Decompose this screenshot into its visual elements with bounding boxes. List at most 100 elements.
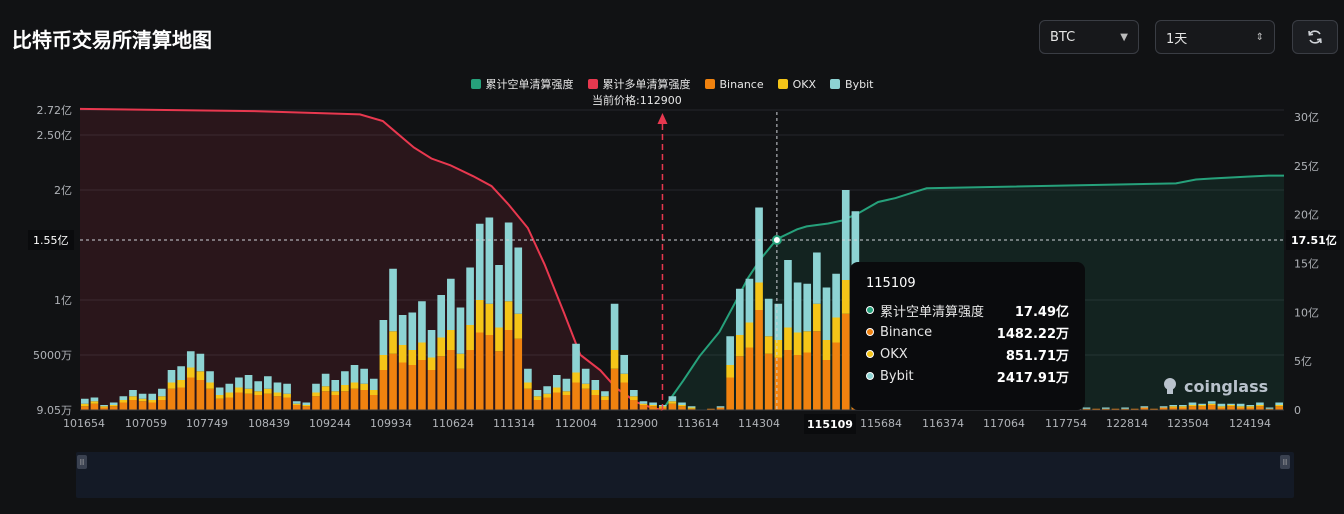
liquidation-bar-bybit: [620, 355, 629, 374]
liquidation-bar-bybit: [398, 315, 407, 345]
liquidation-bar-bybit: [764, 298, 773, 337]
liquidation-bar-okx: [206, 382, 214, 389]
right-tick-label: 10亿: [1294, 306, 1319, 319]
liquidation-bar-bybit: [514, 247, 523, 314]
right-tick-label: 20亿: [1294, 209, 1319, 222]
liquidation-bar-okx: [254, 391, 263, 395]
liquidation-bar-bybit: [167, 370, 176, 383]
liquidation-bar-bybit: [1265, 407, 1274, 409]
liquidation-bar-bybit: [851, 211, 860, 294]
liquidation-bar-bybit: [148, 393, 157, 400]
liquidation-bar-bybit: [369, 378, 378, 390]
liquidation-bar-okx: [735, 335, 744, 357]
liquidation-bar-okx: [1198, 405, 1206, 407]
tooltip-row: Binance 1482.22万: [866, 321, 1069, 343]
period-select[interactable]: 1天 ⇕: [1155, 20, 1275, 54]
liquidation-bar-okx: [562, 391, 571, 395]
range-slider[interactable]: [76, 452, 1294, 498]
liquidation-bar-binance: [1179, 407, 1187, 410]
liquidation-bar-binance: [581, 388, 590, 410]
tooltip-row-value: 851.71万: [1005, 348, 1069, 364]
liquidation-bar-okx: [408, 350, 417, 365]
x-tick-label: 114304: [738, 417, 780, 430]
liquidation-bar-bybit: [716, 406, 725, 408]
crosshair-left-box: [28, 230, 74, 250]
left-tick-label: 5000万: [33, 349, 72, 362]
liquidation-bar-bybit: [1227, 403, 1235, 405]
legend-item[interactable]: Binance: [704, 76, 764, 92]
liquidation-bar-binance: [292, 405, 301, 410]
liquidation-bar-okx: [1256, 405, 1264, 407]
liquidation-bar-binance: [735, 356, 744, 410]
tooltip-dot: [866, 350, 874, 358]
liquidation-bar-okx: [138, 398, 147, 402]
refresh-button[interactable]: [1292, 20, 1338, 54]
liquidation-bar-bybit: [610, 303, 619, 350]
liquidation-bar-binance: [283, 397, 291, 410]
liquidation-bar-binance: [1198, 406, 1206, 410]
liquidation-bar-binance: [630, 400, 638, 410]
liquidation-bar-bybit: [215, 387, 224, 395]
liquidation-bar-bybit: [1169, 405, 1178, 407]
liquidation-bar-okx: [581, 383, 590, 389]
x-tick-label: 107749: [186, 417, 228, 430]
liquidation-bar-bybit: [524, 368, 532, 383]
x-tick-label: 108439: [248, 417, 290, 430]
liquidation-bar-okx: [475, 300, 484, 333]
liquidation-bar-binance: [186, 377, 195, 410]
x-tick-label: 109934: [370, 417, 412, 430]
liquidation-bar-binance: [1227, 406, 1235, 410]
liquidation-bar-binance: [514, 338, 523, 410]
liquidation-bar-okx: [1236, 406, 1245, 408]
tooltip-row-value: 17.49亿: [1014, 304, 1069, 320]
liquidation-bar-binance: [264, 393, 272, 410]
tooltip-row: OKX 851.71万: [866, 343, 1069, 365]
liquidation-bar-binance: [254, 395, 263, 410]
liquidation-bar-okx: [389, 331, 397, 354]
liquidation-bar-okx: [610, 350, 619, 369]
legend-item[interactable]: 累计多单清算强度: [587, 76, 691, 92]
liquidation-bar-binance: [543, 397, 551, 410]
right-tick-label: 25亿: [1294, 160, 1319, 173]
liquidation-bar-binance: [437, 356, 446, 410]
slider-right-handle[interactable]: ll: [1280, 455, 1290, 469]
liquidation-bar-binance: [1150, 408, 1158, 410]
legend-item[interactable]: 累计空单清算强度: [470, 76, 574, 92]
liquidation-bar-bybit: [273, 382, 282, 393]
liquidation-bar-binance: [360, 390, 368, 410]
x-tick-label: 124194: [1229, 417, 1271, 430]
liquidation-bar-okx: [485, 303, 494, 335]
liquidation-bar-okx: [678, 405, 686, 407]
liquidation-bar-bybit: [1207, 401, 1216, 404]
liquidation-bar-binance: [649, 406, 657, 410]
liquidation-bar-bybit: [803, 283, 812, 332]
liquidation-bar-okx: [514, 313, 523, 339]
legend-label: OKX: [792, 77, 817, 91]
liquidation-bar-bybit: [784, 260, 792, 328]
legend-item[interactable]: Bybit: [830, 76, 873, 92]
liquidation-bar-bybit: [292, 401, 301, 404]
liquidation-bar-okx: [312, 392, 320, 397]
liquidation-bar-binance: [148, 402, 157, 410]
liquidation-bar-okx: [341, 385, 349, 392]
coin-select-value: BTC: [1050, 29, 1076, 45]
liquidation-bar-binance: [784, 350, 792, 410]
liquidation-bar-okx: [331, 391, 340, 395]
liquidation-bar-okx: [668, 401, 677, 404]
liquidation-bar-okx: [129, 396, 137, 400]
liquidation-bar-bybit: [1159, 406, 1168, 408]
liquidation-bar-bybit: [1246, 405, 1255, 407]
liquidation-bar-okx: [591, 390, 600, 395]
liquidation-bar-okx: [273, 392, 282, 397]
legend-item[interactable]: OKX: [777, 76, 817, 92]
liquidation-bar-binance: [841, 313, 850, 410]
current-price-label: 当前价格:112900: [592, 94, 682, 107]
tooltip-row-label: Bybit: [880, 368, 914, 384]
liquidation-bar-okx: [495, 327, 503, 352]
coin-select[interactable]: BTC ▼: [1039, 20, 1139, 54]
liquidation-bar-bybit: [389, 268, 397, 332]
liquidation-bar-okx: [784, 327, 792, 350]
x-tick-label: 112004: [555, 417, 597, 430]
slider-left-handle[interactable]: ll: [77, 455, 87, 469]
